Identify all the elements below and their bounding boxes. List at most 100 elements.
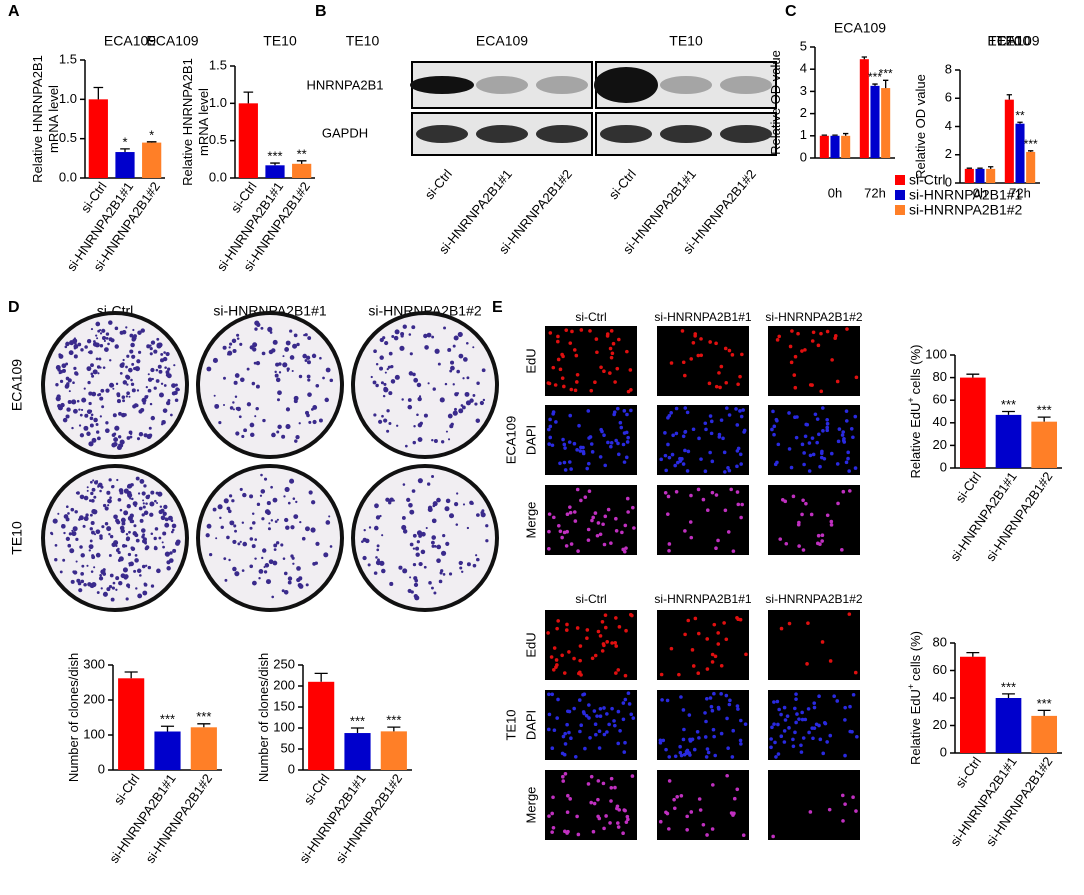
colony [255, 360, 261, 366]
colony [108, 320, 113, 325]
bar [995, 414, 1022, 468]
y-tick-label: 100 [273, 719, 295, 734]
y-tick-label: 100 [925, 346, 947, 361]
colony [263, 477, 268, 481]
colony [67, 399, 72, 405]
colony [368, 526, 372, 529]
colony [156, 502, 159, 505]
cell [842, 436, 846, 441]
significance: *** [350, 713, 365, 728]
cell [777, 707, 781, 712]
cell [778, 537, 783, 541]
colony [408, 371, 414, 376]
error-bar [124, 671, 138, 679]
colony [135, 403, 139, 408]
colony [159, 505, 163, 508]
colony [249, 564, 254, 569]
colony [305, 583, 309, 587]
colony [284, 517, 289, 523]
dish [196, 311, 344, 459]
colony [125, 597, 129, 601]
colony [122, 567, 128, 573]
cell [683, 529, 687, 533]
cell [568, 510, 573, 515]
colony [373, 349, 377, 354]
cell [807, 441, 812, 445]
cell [710, 660, 715, 664]
colony [86, 338, 92, 344]
colony [88, 499, 92, 502]
cell [716, 631, 720, 635]
cell [813, 412, 818, 417]
colony [418, 561, 423, 567]
cell [692, 747, 697, 752]
colony [475, 418, 481, 423]
colony [134, 504, 137, 508]
cell [615, 366, 620, 371]
cell [550, 692, 555, 697]
cell [576, 832, 581, 837]
colony [267, 527, 271, 531]
colony [132, 328, 135, 332]
colony [73, 570, 78, 575]
y-axis-label: Relative EdU+cells (%) [906, 631, 923, 765]
colony [101, 405, 105, 409]
colony [394, 374, 400, 380]
blot-band [476, 76, 528, 94]
cell [577, 423, 581, 428]
colony [289, 355, 295, 360]
significance: *** [1037, 696, 1052, 711]
colony [116, 520, 121, 525]
colony [104, 347, 109, 352]
colony [254, 557, 257, 560]
micrograph [768, 485, 860, 555]
colony [437, 362, 441, 366]
colony [242, 541, 248, 547]
colony [168, 515, 173, 521]
cell [595, 714, 599, 718]
colony [271, 348, 276, 353]
cell [605, 730, 609, 734]
cell [587, 703, 591, 707]
colony [283, 590, 289, 595]
cell [612, 412, 616, 417]
y-tick-label: 20 [933, 437, 947, 452]
colony [113, 437, 119, 443]
colony [417, 422, 423, 428]
cell [772, 424, 777, 429]
colony [175, 539, 181, 545]
colony [287, 576, 293, 581]
cell [727, 348, 732, 353]
colony [121, 395, 126, 399]
colony [373, 571, 378, 575]
colony [401, 398, 404, 401]
cell [599, 365, 603, 370]
colony [261, 351, 266, 356]
colony [236, 337, 240, 340]
edu-cell-label: TE10 [503, 709, 518, 740]
colony [77, 581, 82, 586]
cell [829, 523, 834, 527]
cell [727, 702, 732, 707]
colony [282, 355, 285, 358]
colony [220, 525, 224, 530]
colony [472, 563, 477, 568]
cell [602, 369, 606, 374]
colony [414, 578, 419, 583]
colony [105, 332, 110, 336]
cell [772, 700, 776, 704]
cell [710, 708, 715, 713]
cell [616, 741, 621, 746]
cell [739, 414, 744, 419]
cell [585, 466, 590, 471]
colony [104, 428, 110, 433]
legend-swatch [895, 175, 905, 185]
colony [250, 432, 255, 438]
colony [304, 333, 308, 337]
colony [82, 524, 86, 528]
colony [155, 368, 159, 372]
cell [605, 712, 609, 716]
cell [815, 417, 820, 421]
cell [739, 742, 743, 746]
colony [130, 519, 135, 524]
